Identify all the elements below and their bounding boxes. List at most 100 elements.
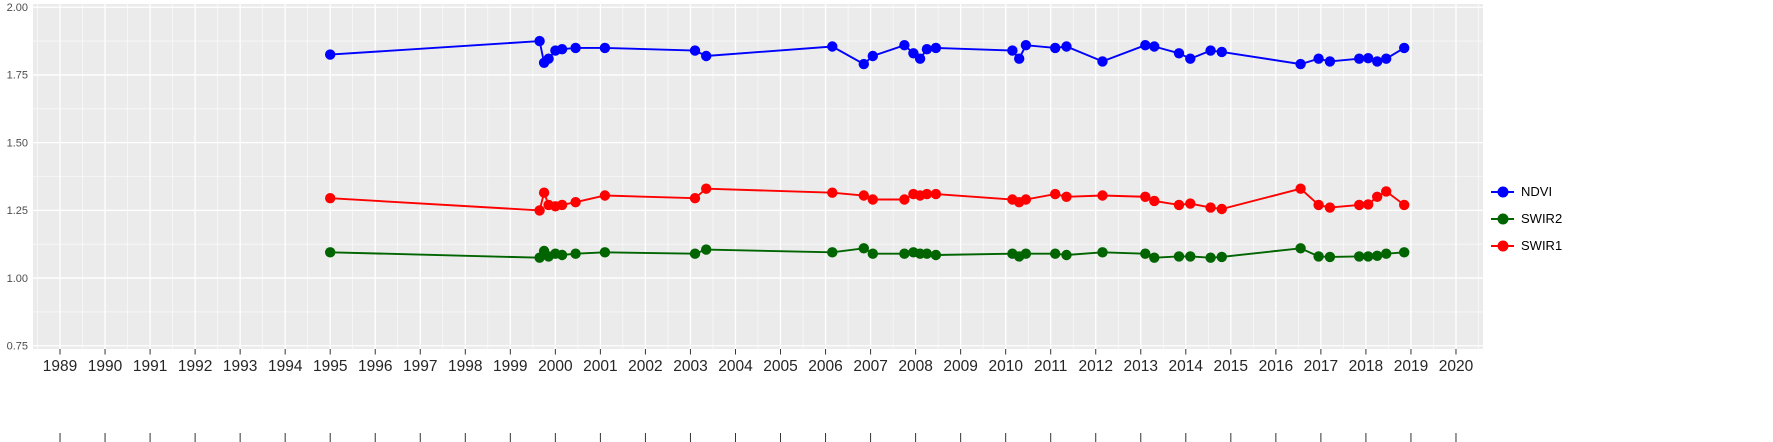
data-point	[930, 249, 942, 261]
x-tick-label: 2012	[1078, 358, 1112, 375]
x-tick-label: 1990	[88, 358, 123, 375]
data-point	[570, 248, 581, 259]
y-axis-labels: 0.75 1.00 1.25 1.50 1.75 2.00	[7, 2, 28, 353]
data-point	[867, 248, 878, 259]
data-point	[1205, 202, 1216, 213]
x-tick-label: 1989	[43, 358, 77, 375]
y-tick-label: 1.50	[7, 137, 28, 149]
x-tick-label: 2010	[988, 358, 1023, 375]
data-point	[1313, 53, 1324, 64]
legend-label: NDVI	[1521, 184, 1553, 199]
data-point	[1185, 251, 1196, 262]
data-point	[1354, 199, 1365, 211]
data-point	[1097, 247, 1108, 258]
data-point	[1324, 251, 1336, 263]
y-tick-label: 2.00	[7, 2, 28, 14]
bottom-edge-ticks	[59, 433, 1457, 442]
x-tick-label: 2018	[1349, 358, 1383, 375]
data-point	[1050, 42, 1061, 54]
legend-point-swatch	[1497, 186, 1508, 197]
x-tick-label: 1995	[313, 358, 347, 375]
data-point	[1363, 199, 1374, 210]
x-tick-label: 2013	[1124, 358, 1158, 375]
data-point	[689, 248, 701, 259]
legend-entry-swir2: SWIR2	[1491, 208, 1562, 229]
data-point	[1313, 251, 1324, 262]
data-point	[701, 183, 712, 194]
legend-key-icon	[1491, 235, 1514, 256]
data-point	[556, 199, 568, 211]
legend-label: SWIR2	[1521, 211, 1563, 226]
data-point	[1061, 191, 1072, 202]
x-tick-label: 2008	[898, 358, 932, 375]
data-point	[1216, 46, 1228, 58]
y-tick-label: 1.00	[7, 273, 28, 285]
data-point	[1173, 48, 1185, 59]
data-point	[599, 190, 611, 201]
data-point	[599, 247, 611, 258]
data-point	[1173, 251, 1185, 262]
x-tick-label: 2002	[628, 358, 662, 375]
x-axis-labels: 1989 1990 1991 1992 1993 1994 1995 1996 1997 1998…	[43, 358, 1474, 375]
data-point	[899, 194, 910, 205]
data-point	[1149, 41, 1160, 52]
series-ndvi	[325, 35, 1410, 70]
series-swir1	[325, 183, 1410, 216]
data-point	[1140, 40, 1151, 51]
data-point	[1295, 183, 1306, 194]
data-point	[701, 50, 712, 62]
data-point	[858, 58, 869, 70]
data-point	[325, 49, 336, 60]
data-point	[543, 53, 554, 64]
data-point	[1050, 248, 1061, 259]
data-point	[867, 194, 878, 205]
data-point	[1399, 199, 1410, 211]
data-point	[858, 190, 869, 201]
data-point	[1216, 251, 1228, 263]
data-point	[1295, 58, 1306, 70]
data-point	[1205, 45, 1216, 56]
x-tick-label: 2009	[943, 358, 977, 375]
x-tick-label: 1994	[268, 358, 303, 375]
data-point	[827, 41, 838, 52]
x-axis-ticks	[59, 349, 1457, 355]
data-point	[1050, 188, 1061, 200]
data-point	[701, 244, 712, 255]
data-point	[827, 247, 838, 258]
data-point	[1020, 248, 1032, 259]
legend-entry-ndvi: NDVI	[1491, 181, 1562, 202]
x-tick-label: 1998	[448, 358, 482, 375]
data-point	[867, 50, 878, 62]
data-point	[1295, 243, 1306, 254]
data-point	[921, 188, 933, 200]
y-tick-label: 1.75	[7, 70, 28, 82]
data-point	[1140, 248, 1151, 259]
data-point	[1372, 250, 1383, 261]
x-tick-label: 1993	[223, 358, 257, 375]
data-point	[1363, 53, 1374, 64]
data-point	[1205, 252, 1216, 263]
legend-entry-swir1: SWIR1	[1491, 235, 1562, 256]
data-point	[1399, 247, 1410, 258]
series-swir2	[325, 243, 1410, 263]
x-tick-label: 2014	[1169, 358, 1204, 375]
data-point	[1173, 199, 1185, 211]
x-tick-label: 2004	[718, 358, 753, 375]
x-tick-label: 1997	[403, 358, 437, 375]
data-point	[570, 42, 581, 54]
legend-point-swatch	[1497, 213, 1508, 224]
x-tick-label: 2003	[673, 358, 707, 375]
x-tick-label: 2016	[1259, 358, 1293, 375]
data-point	[1381, 53, 1392, 64]
data-point	[1149, 252, 1160, 263]
data-point	[534, 35, 545, 47]
data-point	[1354, 53, 1365, 64]
x-tick-label: 2019	[1394, 358, 1428, 375]
data-point	[1185, 53, 1196, 64]
data-point	[1007, 45, 1018, 56]
x-tick-label: 2005	[763, 358, 797, 375]
data-point	[914, 53, 926, 64]
data-point	[1313, 199, 1324, 211]
